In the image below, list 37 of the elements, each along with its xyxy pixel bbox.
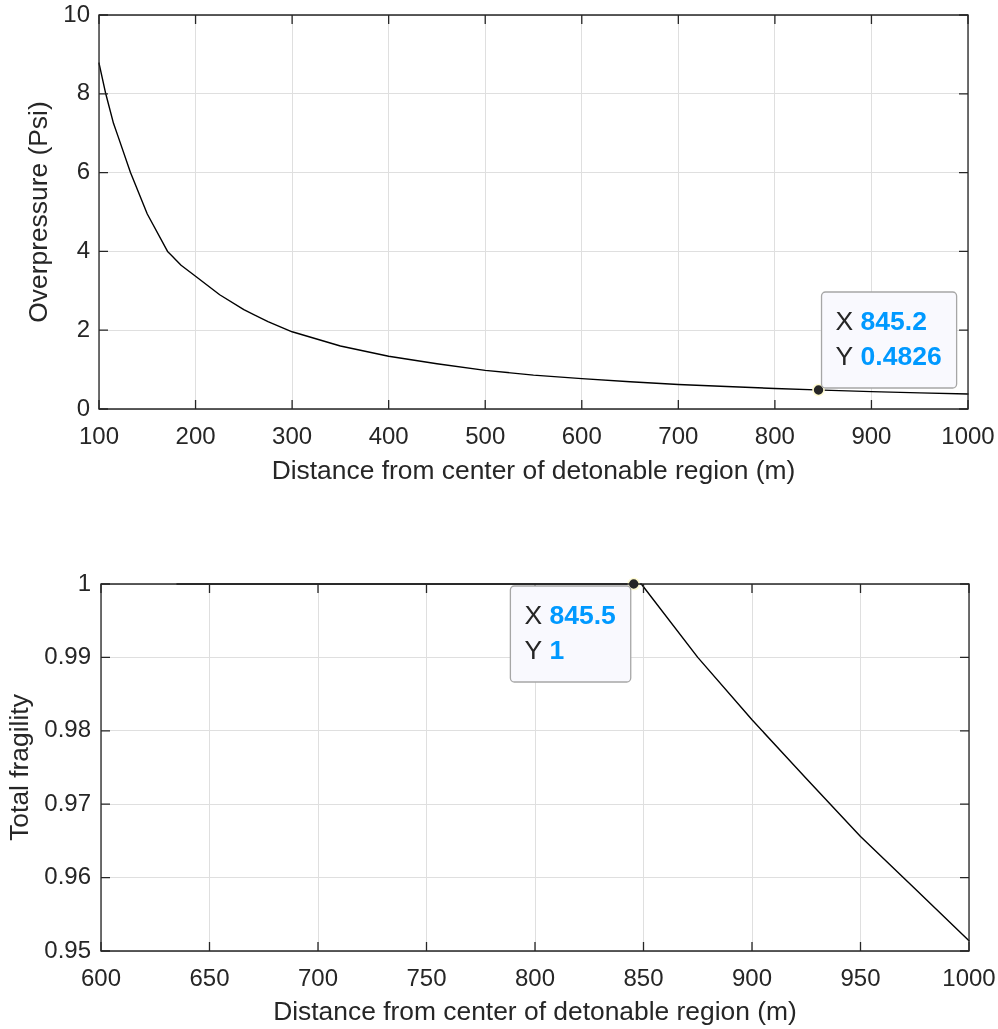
x-tick-label: 650 [189, 964, 230, 992]
x-tick-label: 900 [851, 422, 892, 450]
annotation: X 845.5 Y 1 [524, 599, 616, 665]
x-tick-label: 500 [465, 422, 506, 450]
x-tick-label: 200 [175, 422, 216, 450]
x-axis-title: Distance from center of detonable region (m) [271, 455, 796, 486]
annotation: X 845.2 Y 0.4826 [835, 305, 942, 371]
x-tick-label: 700 [658, 422, 699, 450]
x-tick-label: 1000 [942, 964, 996, 992]
x-tick-label: 950 [840, 964, 881, 992]
y-tick-label: 1 [77, 568, 91, 596]
y-tick-label: 6 [76, 157, 90, 185]
x-axis-title: Distance from center of detonable region (m) [273, 996, 797, 1027]
x-tick-label: 750 [406, 964, 447, 992]
y-tick-label: 0.98 [44, 715, 91, 743]
x-tick-label: 700 [297, 964, 339, 992]
x-tick-label: 600 [561, 422, 602, 450]
y-tick-label: 0.96 [44, 862, 91, 890]
y-tick-label: 2 [76, 314, 90, 342]
x-tick-label: 900 [731, 964, 773, 992]
x-tick-label: 850 [623, 964, 664, 992]
y-axis-title: Overpressure (Psi) [23, 101, 54, 323]
x-tick-label: 800 [514, 964, 556, 992]
x-tick-label: 600 [80, 964, 122, 992]
x-tick-label: 300 [272, 422, 313, 450]
y-tick-label: 4 [76, 236, 90, 264]
x-tick-label: 400 [368, 422, 409, 450]
y-tick-label: 0 [76, 393, 90, 421]
y-tick-label: 0.95 [44, 935, 91, 963]
y-tick-label: 10 [63, 0, 90, 27]
y-tick-label: 8 [76, 78, 90, 106]
x-tick-label: 800 [754, 422, 795, 450]
y-tick-label: 0.99 [44, 642, 91, 670]
x-tick-label: 100 [78, 422, 120, 450]
y-axis-title: Total fragility [4, 693, 35, 841]
x-tick-label: 1000 [941, 422, 995, 450]
y-tick-label: 0.97 [44, 788, 91, 816]
